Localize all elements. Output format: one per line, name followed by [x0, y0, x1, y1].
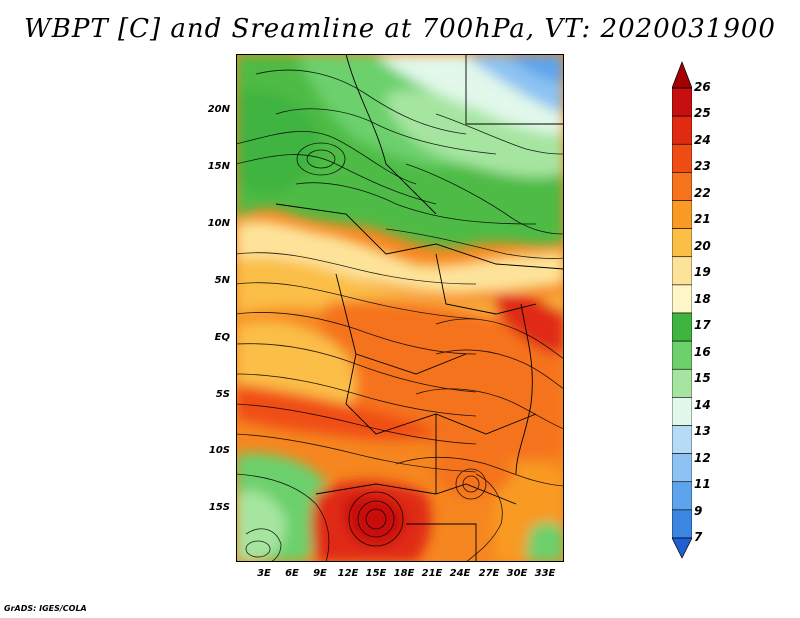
lat-label: 15S: [208, 502, 230, 513]
lon-label: 6E: [285, 568, 299, 579]
lat-label: 10S: [208, 445, 230, 456]
map-title: WBPT [C] and Sreamline at 700hPa, VT: 20…: [24, 14, 776, 44]
colorbar-label: 25: [694, 106, 711, 121]
lon-label: 33E: [534, 568, 556, 579]
colorbar-label: 16: [694, 344, 711, 359]
lon-label: 9E: [313, 568, 327, 579]
colorbar-label: 11: [694, 477, 711, 492]
lon-label: 12E: [337, 568, 359, 579]
colorbar-cell: [672, 397, 692, 426]
colorbar-label: 20: [694, 238, 711, 253]
map-plot: [236, 54, 564, 562]
colorbar-label: 7: [694, 530, 703, 544]
colorbar-label: 23: [694, 159, 711, 174]
colorbar-label: 15: [694, 371, 711, 386]
colorbar-cell: [672, 228, 692, 258]
colorbar-label: 17: [694, 318, 711, 333]
credit-text: GrADS: IGES/COLA: [4, 604, 87, 613]
colorbar-label: 22: [694, 185, 711, 200]
lon-label: 24E: [449, 568, 471, 579]
lon-label: 21E: [421, 568, 443, 579]
lon-label: 3E: [257, 568, 271, 579]
colorbar: [672, 61, 692, 559]
lat-label: 5S: [215, 389, 230, 400]
colorbar-label: 26: [694, 80, 711, 94]
lon-label: 30E: [506, 568, 528, 579]
lon-label: 18E: [393, 568, 415, 579]
country-borders: [275, 54, 564, 562]
streamlines: [236, 69, 564, 562]
colorbar-label: 24: [694, 132, 711, 147]
colorbar-cell: [672, 453, 692, 483]
colorbar-cell: [672, 172, 692, 201]
colorbar-label: 13: [694, 424, 711, 439]
colorbar-cell: [672, 87, 692, 117]
lat-label: 10N: [207, 218, 230, 229]
lon-label: 27E: [478, 568, 500, 579]
colorbar-label: 21: [694, 212, 711, 227]
wbpt-field: [236, 54, 564, 562]
lat-label: 20N: [207, 104, 230, 115]
colorbar-label: 19: [694, 265, 711, 280]
colorbar-label: 9: [694, 503, 703, 518]
colorbar-cell: [672, 509, 692, 539]
colorbar-cell: [672, 340, 692, 370]
colorbar-cell: [672, 200, 692, 229]
colorbar-label: 14: [694, 397, 711, 412]
colorbar-label: 12: [694, 450, 711, 465]
colorbar-cell: [672, 143, 692, 173]
colorbar-cell: [672, 115, 692, 145]
colorbar-cell: [672, 284, 692, 314]
colorbar-cell: [672, 368, 692, 398]
colorbar-label: 18: [694, 291, 711, 306]
colorbar-cell: [672, 312, 692, 342]
lat-label: 5N: [214, 275, 230, 286]
colorbar-cell: [672, 425, 692, 454]
colorbar-cell: [672, 256, 692, 286]
colorbar-cell: [672, 481, 692, 511]
lat-label: 15N: [207, 161, 230, 172]
lat-label: EQ: [214, 332, 230, 343]
lon-label: 15E: [365, 568, 387, 579]
